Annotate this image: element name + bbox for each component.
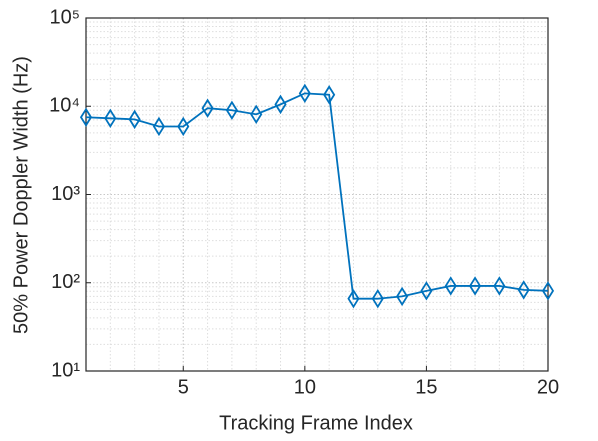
- marker: [323, 85, 336, 105]
- marker: [79, 107, 93, 127]
- marker: [201, 98, 214, 118]
- y-axis-label: 50% Power Doppler Width (Hz): [10, 56, 32, 334]
- marker: [517, 280, 530, 300]
- marker: [371, 288, 384, 309]
- x-tick-label: 15: [415, 376, 437, 398]
- y-tick-label: 10³: [51, 183, 80, 205]
- marker: [104, 108, 117, 129]
- x-axis-label: Tracking Frame Index: [219, 412, 413, 434]
- x-tick-label: 20: [537, 376, 559, 398]
- x-tick-label: 10: [294, 376, 316, 398]
- marker: [468, 276, 482, 296]
- y-tick-label: 10⁴: [49, 95, 80, 117]
- x-tick-label: 5: [178, 376, 189, 398]
- y-tick-label: 10²: [51, 271, 80, 293]
- marker: [347, 288, 360, 309]
- marker: [493, 276, 506, 296]
- marker: [396, 286, 409, 307]
- marker: [152, 116, 166, 137]
- y-tick-label: 10⁵: [49, 6, 80, 28]
- marker: [420, 281, 433, 301]
- marker: [274, 94, 287, 115]
- marker: [225, 100, 238, 120]
- marker: [177, 116, 190, 137]
- y-tick-label: 10¹: [51, 359, 80, 381]
- marker: [250, 104, 263, 125]
- marker: [128, 109, 141, 130]
- marker: [541, 281, 555, 301]
- marker: [298, 83, 311, 104]
- plot-frame: [85, 17, 549, 372]
- marker: [444, 276, 457, 296]
